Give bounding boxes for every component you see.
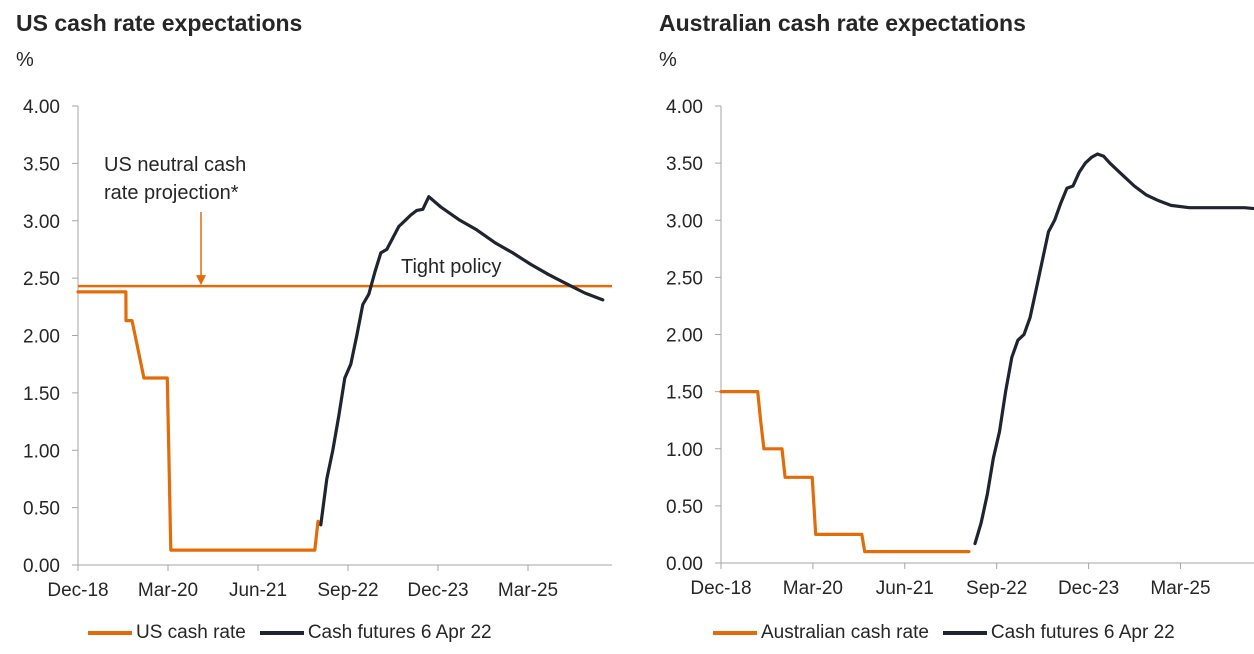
legend-swatch-orange [88,631,132,635]
y-axis-label: % [16,49,34,71]
legend-item-cash-futures: Cash futures 6 Apr 22 [259,622,492,644]
y-tick-label: 3.50 [23,154,60,175]
legend-swatch-orange [713,631,757,635]
y-tick-label: 2.50 [23,269,60,290]
legend-label: US cash rate [136,622,246,643]
x-tick-label: Dec-18 [47,580,108,601]
y-tick-label: 2.00 [23,327,60,348]
x-tick-label: Jun-21 [876,578,934,599]
chart-title: Australian cash rate expectations [659,10,1026,36]
x-tick-label: Mar-25 [498,580,558,601]
au-chart-panel: Australian cash rate expectations % 0.00 0… [627,0,1254,654]
x-tick-label: Sep-22 [317,580,378,601]
us-chart-panel: US cash rate expectations % 0.00 0.50 1.00 1… [16,10,612,644]
legend-item-australian-cash-rate: Australian cash rate [713,622,929,644]
x-tick-label: Jun-21 [229,580,287,601]
x-tick-label: Dec-23 [1058,578,1119,599]
x-tick-label: Dec-23 [407,580,468,601]
y-tick-label: 1.00 [23,441,60,462]
annotation-arrow-head [196,275,206,286]
y-tick-label: 1.00 [666,440,703,461]
y-tick-label: 4.00 [23,97,60,118]
legend-item-us-cash-rate: US cash rate [88,622,246,644]
y-tick-label: 3.00 [666,211,703,232]
y-tick-label: 4.00 [666,97,703,118]
legend-label: Cash futures 6 Apr 22 [307,622,492,643]
legend-label: Cash futures 6 Apr 22 [990,622,1175,643]
y-tick-label: 2.00 [666,326,703,347]
annotation-neutral-rate-line2: rate projection* [104,182,239,204]
y-axis-label: % [659,49,677,71]
legend-swatch-dark [259,631,304,635]
series-line-cash-futures [319,195,605,527]
us-legend: US cash rate Cash futures 6 Apr 22 [88,622,506,644]
annotation-tight-policy: Tight policy [401,256,501,278]
y-tick-label: 0.50 [666,497,703,518]
series-line-cash-futures [973,152,1254,546]
y-tick-label: 1.50 [666,383,703,404]
au-legend: Australian cash rate Cash futures 6 Apr … [713,622,1189,644]
legend-swatch-dark [942,631,987,635]
x-tick-label: Mar-20 [783,578,843,599]
x-tick-label: Mar-25 [1150,578,1210,599]
y-tick-label: 3.00 [23,212,60,233]
annotation-neutral-rate-line1: US neutral cash [104,154,246,176]
x-tick-label: Sep-22 [966,578,1027,599]
y-tick-label: 3.50 [666,154,703,175]
series-line-cash-rate [719,390,971,554]
legend-item-cash-futures: Cash futures 6 Apr 22 [942,622,1175,644]
x-tick-label: Dec-18 [690,578,751,599]
series-line-cash-rate [76,290,320,552]
x-tick-label: Mar-20 [138,580,198,601]
legend-label: Australian cash rate [761,622,929,643]
chart-title: US cash rate expectations [16,10,303,36]
y-tick-label: 0.00 [23,556,60,577]
au-chart-svg: % 0.00 0.50 1.00 1.50 2.00 2.50 3.00 3.50 4.00 Dec… [659,49,1254,599]
y-tick-label: 1.50 [23,384,60,405]
y-tick-label: 2.50 [666,268,703,289]
us-chart-svg: % 0.00 0.50 1.00 1.50 2.00 2.50 3.00 3.50 4.00 Dec… [16,49,612,601]
y-tick-label: 0.50 [23,499,60,520]
y-tick-label: 0.00 [666,554,703,575]
